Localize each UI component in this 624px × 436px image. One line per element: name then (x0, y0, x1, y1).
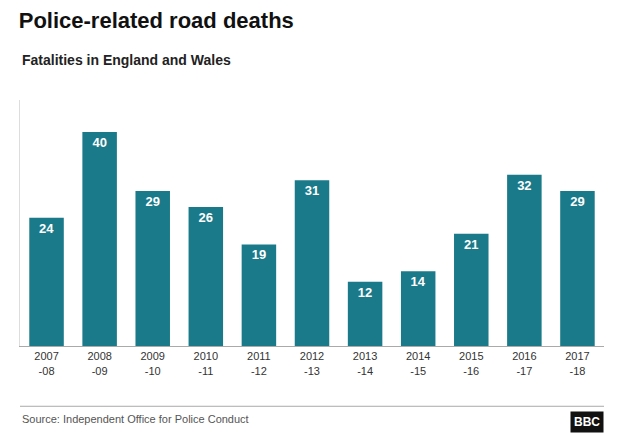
svg-text:2017-18: 2017-18 (565, 350, 589, 376)
svg-text:2010-11: 2010-11 (194, 350, 218, 376)
svg-text:Police-related road deaths: Police-related road deaths (19, 8, 294, 33)
svg-text:2008-09: 2008-09 (87, 350, 111, 376)
svg-text:BBC: BBC (574, 415, 600, 429)
svg-text:2016-17: 2016-17 (512, 350, 536, 376)
svg-text:Fatalities in England and Wale: Fatalities in England and Wales (22, 52, 231, 68)
svg-text:40: 40 (92, 135, 106, 150)
svg-text:2011-12: 2011-12 (247, 350, 271, 376)
svg-text:2014-15: 2014-15 (406, 350, 430, 376)
svg-text:24: 24 (39, 221, 54, 236)
svg-text:2015-16: 2015-16 (459, 350, 483, 376)
svg-text:2013-14: 2013-14 (353, 350, 377, 376)
svg-text:2012-13: 2012-13 (300, 350, 324, 376)
svg-text:29: 29 (570, 194, 584, 209)
svg-text:2007-08: 2007-08 (34, 350, 58, 376)
svg-text:29: 29 (145, 194, 159, 209)
svg-text:2009-10: 2009-10 (140, 350, 164, 376)
svg-text:21: 21 (464, 237, 478, 252)
svg-text:19: 19 (252, 247, 266, 262)
svg-text:14: 14 (411, 274, 426, 289)
svg-text:32: 32 (517, 178, 531, 193)
svg-text:31: 31 (305, 183, 319, 198)
svg-text:12: 12 (358, 285, 372, 300)
svg-text:26: 26 (199, 210, 213, 225)
svg-text:Source: Independent Office for: Source: Independent Office for Police Co… (22, 413, 249, 425)
